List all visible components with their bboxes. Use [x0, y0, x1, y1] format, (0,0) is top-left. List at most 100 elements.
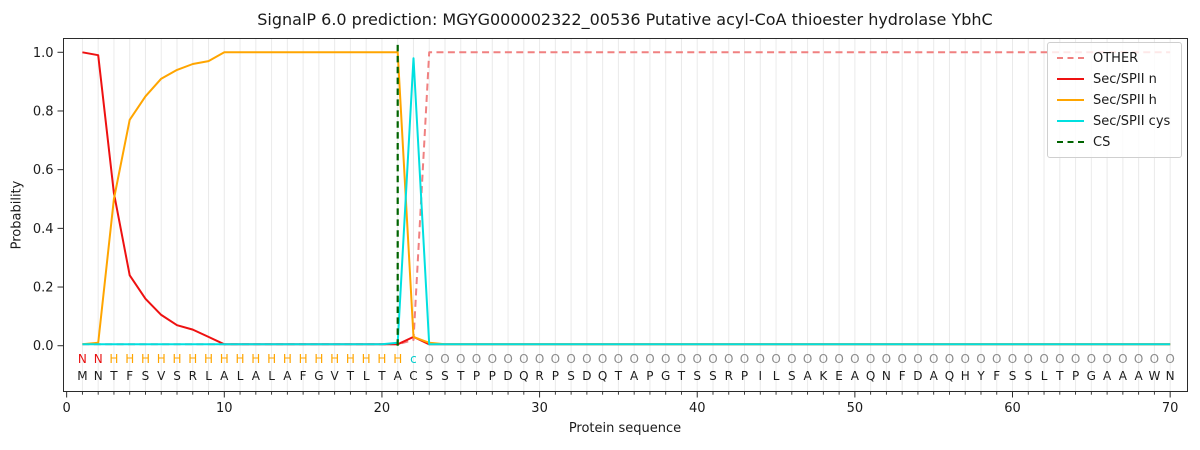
annotation-letter: O — [960, 352, 969, 366]
annotation-letter: O — [661, 352, 670, 366]
sequence-letter: Q — [945, 369, 954, 383]
annotation-letter: O — [535, 352, 544, 366]
annotation-letter: O — [976, 352, 985, 366]
sequence-letter: A — [803, 369, 812, 383]
sequence-letter: T — [456, 369, 465, 383]
annotation-letter: O — [614, 352, 623, 366]
sequence-letter: R — [189, 369, 197, 383]
legend-line-sample — [1057, 78, 1084, 80]
sequence-letter: A — [1103, 369, 1112, 383]
annotation-letter: O — [425, 352, 434, 366]
annotation-letter: H — [362, 352, 371, 366]
sequence-letter: T — [346, 369, 355, 383]
annotation-letter: O — [456, 352, 465, 366]
annotation-letter: O — [1150, 352, 1159, 366]
annotation-letter: H — [346, 352, 355, 366]
annotation-letter: H — [188, 352, 197, 366]
annotation-letter: O — [551, 352, 560, 366]
annotation-letter: O — [945, 352, 954, 366]
legend-entry: Sec/SPII h — [1057, 92, 1170, 108]
annotation-letter: O — [866, 352, 875, 366]
legend-line-sample — [1057, 99, 1084, 101]
annotation-letter: H — [377, 352, 386, 366]
x-tick-label: 40 — [689, 401, 706, 416]
annotation-letter: O — [629, 352, 638, 366]
sequence-letter: K — [819, 369, 828, 383]
sequence-letter: A — [1135, 369, 1144, 383]
annotation-letter: O — [598, 352, 607, 366]
x-tick-label: 70 — [1162, 401, 1179, 416]
annotation-letter: O — [566, 352, 575, 366]
legend: OTHER Sec/SPII n Sec/SPII h Sec/SPII cys CS — [1047, 42, 1183, 158]
sequence-letter: I — [759, 369, 763, 383]
annotation-letter: H — [251, 352, 260, 366]
legend-label: Sec/SPII cys — [1093, 113, 1171, 129]
annotation-letter: O — [882, 352, 891, 366]
annotation-letter: H — [172, 352, 181, 366]
sequence-letter: W — [1148, 369, 1160, 383]
annotation-letter: O — [850, 352, 859, 366]
annotation-letter: O — [693, 352, 702, 366]
sequence-letter: C — [409, 369, 417, 383]
sequence-letter: N — [94, 369, 103, 383]
x-tick-label: 50 — [847, 401, 864, 416]
annotation-letter: H — [314, 352, 323, 366]
sequence-letter: F — [126, 369, 133, 383]
sequence-letter: P — [646, 369, 653, 383]
annotation-letter: O — [1071, 352, 1080, 366]
chart-title: SignalP 6.0 prediction: MGYG000002322_00… — [257, 10, 993, 29]
sequence-letter: T — [677, 369, 686, 383]
sequence-letter: G — [661, 369, 670, 383]
annotation-letter: O — [1165, 352, 1174, 366]
legend-label: OTHER — [1093, 50, 1139, 66]
annotation-letter: O — [1087, 352, 1096, 366]
annotation-letter: H — [125, 352, 134, 366]
annotation-letter: O — [1024, 352, 1033, 366]
annotation-letter: O — [929, 352, 938, 366]
y-tick-label: 1.0 — [33, 46, 54, 61]
annotation-letter: O — [724, 352, 733, 366]
annotation-letter: H — [267, 352, 276, 366]
annotation-letter: O — [1118, 352, 1127, 366]
sequence-letter: G — [314, 369, 323, 383]
sequence-letter: L — [363, 369, 370, 383]
sequence-letter: L — [237, 369, 244, 383]
sequence-letter: V — [331, 369, 340, 383]
sequence-letter: L — [205, 369, 212, 383]
sequence-letter: Q — [866, 369, 875, 383]
annotation-letter: O — [834, 352, 843, 366]
sequence-letter: S — [425, 369, 433, 383]
sequence-letter: P — [1072, 369, 1079, 383]
sequence-letter: M — [77, 369, 87, 383]
sequence-letter: F — [899, 369, 906, 383]
annotation-letter: O — [1134, 352, 1143, 366]
sequence-letter: H — [961, 369, 970, 383]
sequence-letter: L — [268, 369, 275, 383]
series-line-sec-spii-h — [82, 51, 1171, 346]
annotation-letter: O — [440, 352, 449, 366]
annotation-letter: O — [771, 352, 780, 366]
sequence-letter: T — [377, 369, 386, 383]
annotation-letter: O — [756, 352, 765, 366]
legend-entry: Sec/SPII n — [1057, 71, 1170, 87]
sequence-letter: N — [882, 369, 891, 383]
axes-spines — [63, 38, 1188, 392]
sequence-letter: S — [709, 369, 717, 383]
annotation-letter: H — [236, 352, 245, 366]
annotation-letter: O — [708, 352, 717, 366]
sequence-letter: R — [725, 369, 733, 383]
sequence-letter: S — [788, 369, 796, 383]
sequence-letter: G — [1087, 369, 1096, 383]
legend-entry: OTHER — [1057, 50, 1170, 66]
annotation-letter: H — [220, 352, 229, 366]
annotation-letter: H — [330, 352, 339, 366]
sequence-letter: A — [283, 369, 292, 383]
x-tick-label: 0 — [63, 401, 71, 416]
annotation-letter: H — [157, 352, 166, 366]
annotation-letter: H — [109, 352, 118, 366]
sequence-letter: S — [1009, 369, 1017, 383]
y-tick-label: 0.0 — [33, 339, 54, 354]
sequence-letter: A — [1119, 369, 1128, 383]
sequence-letter: A — [220, 369, 229, 383]
annotation-letter: O — [897, 352, 906, 366]
